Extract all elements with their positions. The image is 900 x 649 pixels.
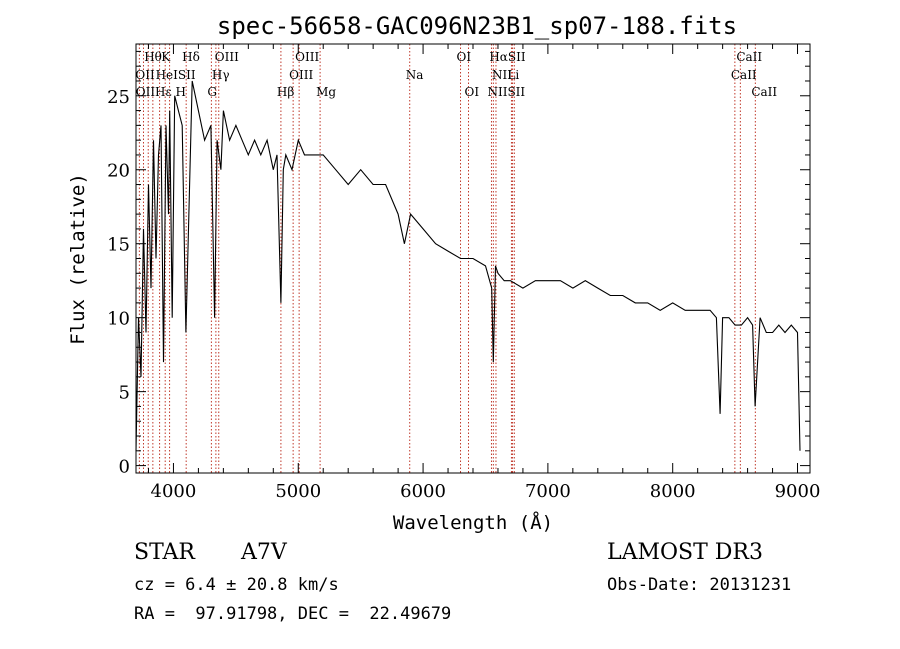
- line-label: Hδ: [182, 50, 200, 64]
- x-tick-label: 7000: [525, 481, 571, 502]
- line-label: G: [207, 85, 217, 99]
- line-label: Hγ: [212, 68, 230, 82]
- coordinates: RA = 97.91798, DEC = 22.49679: [134, 604, 452, 624]
- y-axis-ticks: 0 5 10 15 20 25: [107, 50, 810, 478]
- line-label: NIISII: [487, 85, 525, 99]
- line-label: Mg: [316, 85, 336, 99]
- x-axis-ticks: 4000 5000 6000 7000 8000 9000: [147, 44, 821, 502]
- line-label: Na: [406, 68, 424, 82]
- line-label: OI: [457, 50, 472, 64]
- redshift-velocity: cz = 6.4 ± 20.8 km/s: [134, 575, 339, 595]
- observation-date: Obs-Date: 20131231: [607, 575, 792, 595]
- x-axis-label: Wavelength (Å): [393, 511, 553, 534]
- line-label: Hβ: [277, 85, 294, 99]
- line-label: CaII: [751, 85, 777, 99]
- line-label: OIII: [289, 68, 313, 82]
- line-label: Hθ: [144, 50, 162, 64]
- flux-series-line: [135, 80, 801, 451]
- line-label: NII: [492, 68, 512, 82]
- x-tick-label: 9000: [775, 481, 821, 502]
- y-tick-label: 0: [119, 457, 130, 478]
- chart-title: spec-56658-GAC096N23B1_sp07-188.fits: [217, 12, 737, 40]
- line-label: Li: [507, 68, 519, 82]
- x-tick-label: 5000: [275, 481, 321, 502]
- emission-line-labels: Hθ K Hδ OIII OIII OI HαSII CaII OII HeISII Hγ OIII N…: [135, 50, 777, 99]
- x-tick-label: 6000: [400, 481, 446, 502]
- y-tick-label: 25: [107, 87, 130, 108]
- line-label: CaII: [731, 68, 757, 82]
- line-label: HeISII: [156, 68, 196, 82]
- y-tick-label: 10: [107, 309, 130, 330]
- line-label: OII: [135, 68, 155, 82]
- line-label: HαSII: [489, 50, 526, 64]
- line-label: OI: [465, 85, 480, 99]
- line-label: CaII: [736, 50, 762, 64]
- spectral-class: A7V: [241, 540, 287, 565]
- y-axis-label: Flux (relative): [67, 173, 89, 345]
- x-tick-label: 8000: [650, 481, 696, 502]
- line-label: OIII: [215, 50, 239, 64]
- y-tick-label: 5: [119, 383, 130, 404]
- survey-name: LAMOST DR3: [607, 540, 763, 565]
- line-label: OIIHε H: [136, 85, 186, 99]
- y-tick-label: 15: [107, 235, 130, 256]
- line-label: K: [161, 50, 171, 64]
- line-label: OIII: [295, 50, 319, 64]
- x-tick-label: 4000: [151, 481, 197, 502]
- y-tick-label: 20: [107, 161, 130, 182]
- object-type: STAR: [134, 540, 195, 565]
- emission-line-markers: [138, 44, 756, 473]
